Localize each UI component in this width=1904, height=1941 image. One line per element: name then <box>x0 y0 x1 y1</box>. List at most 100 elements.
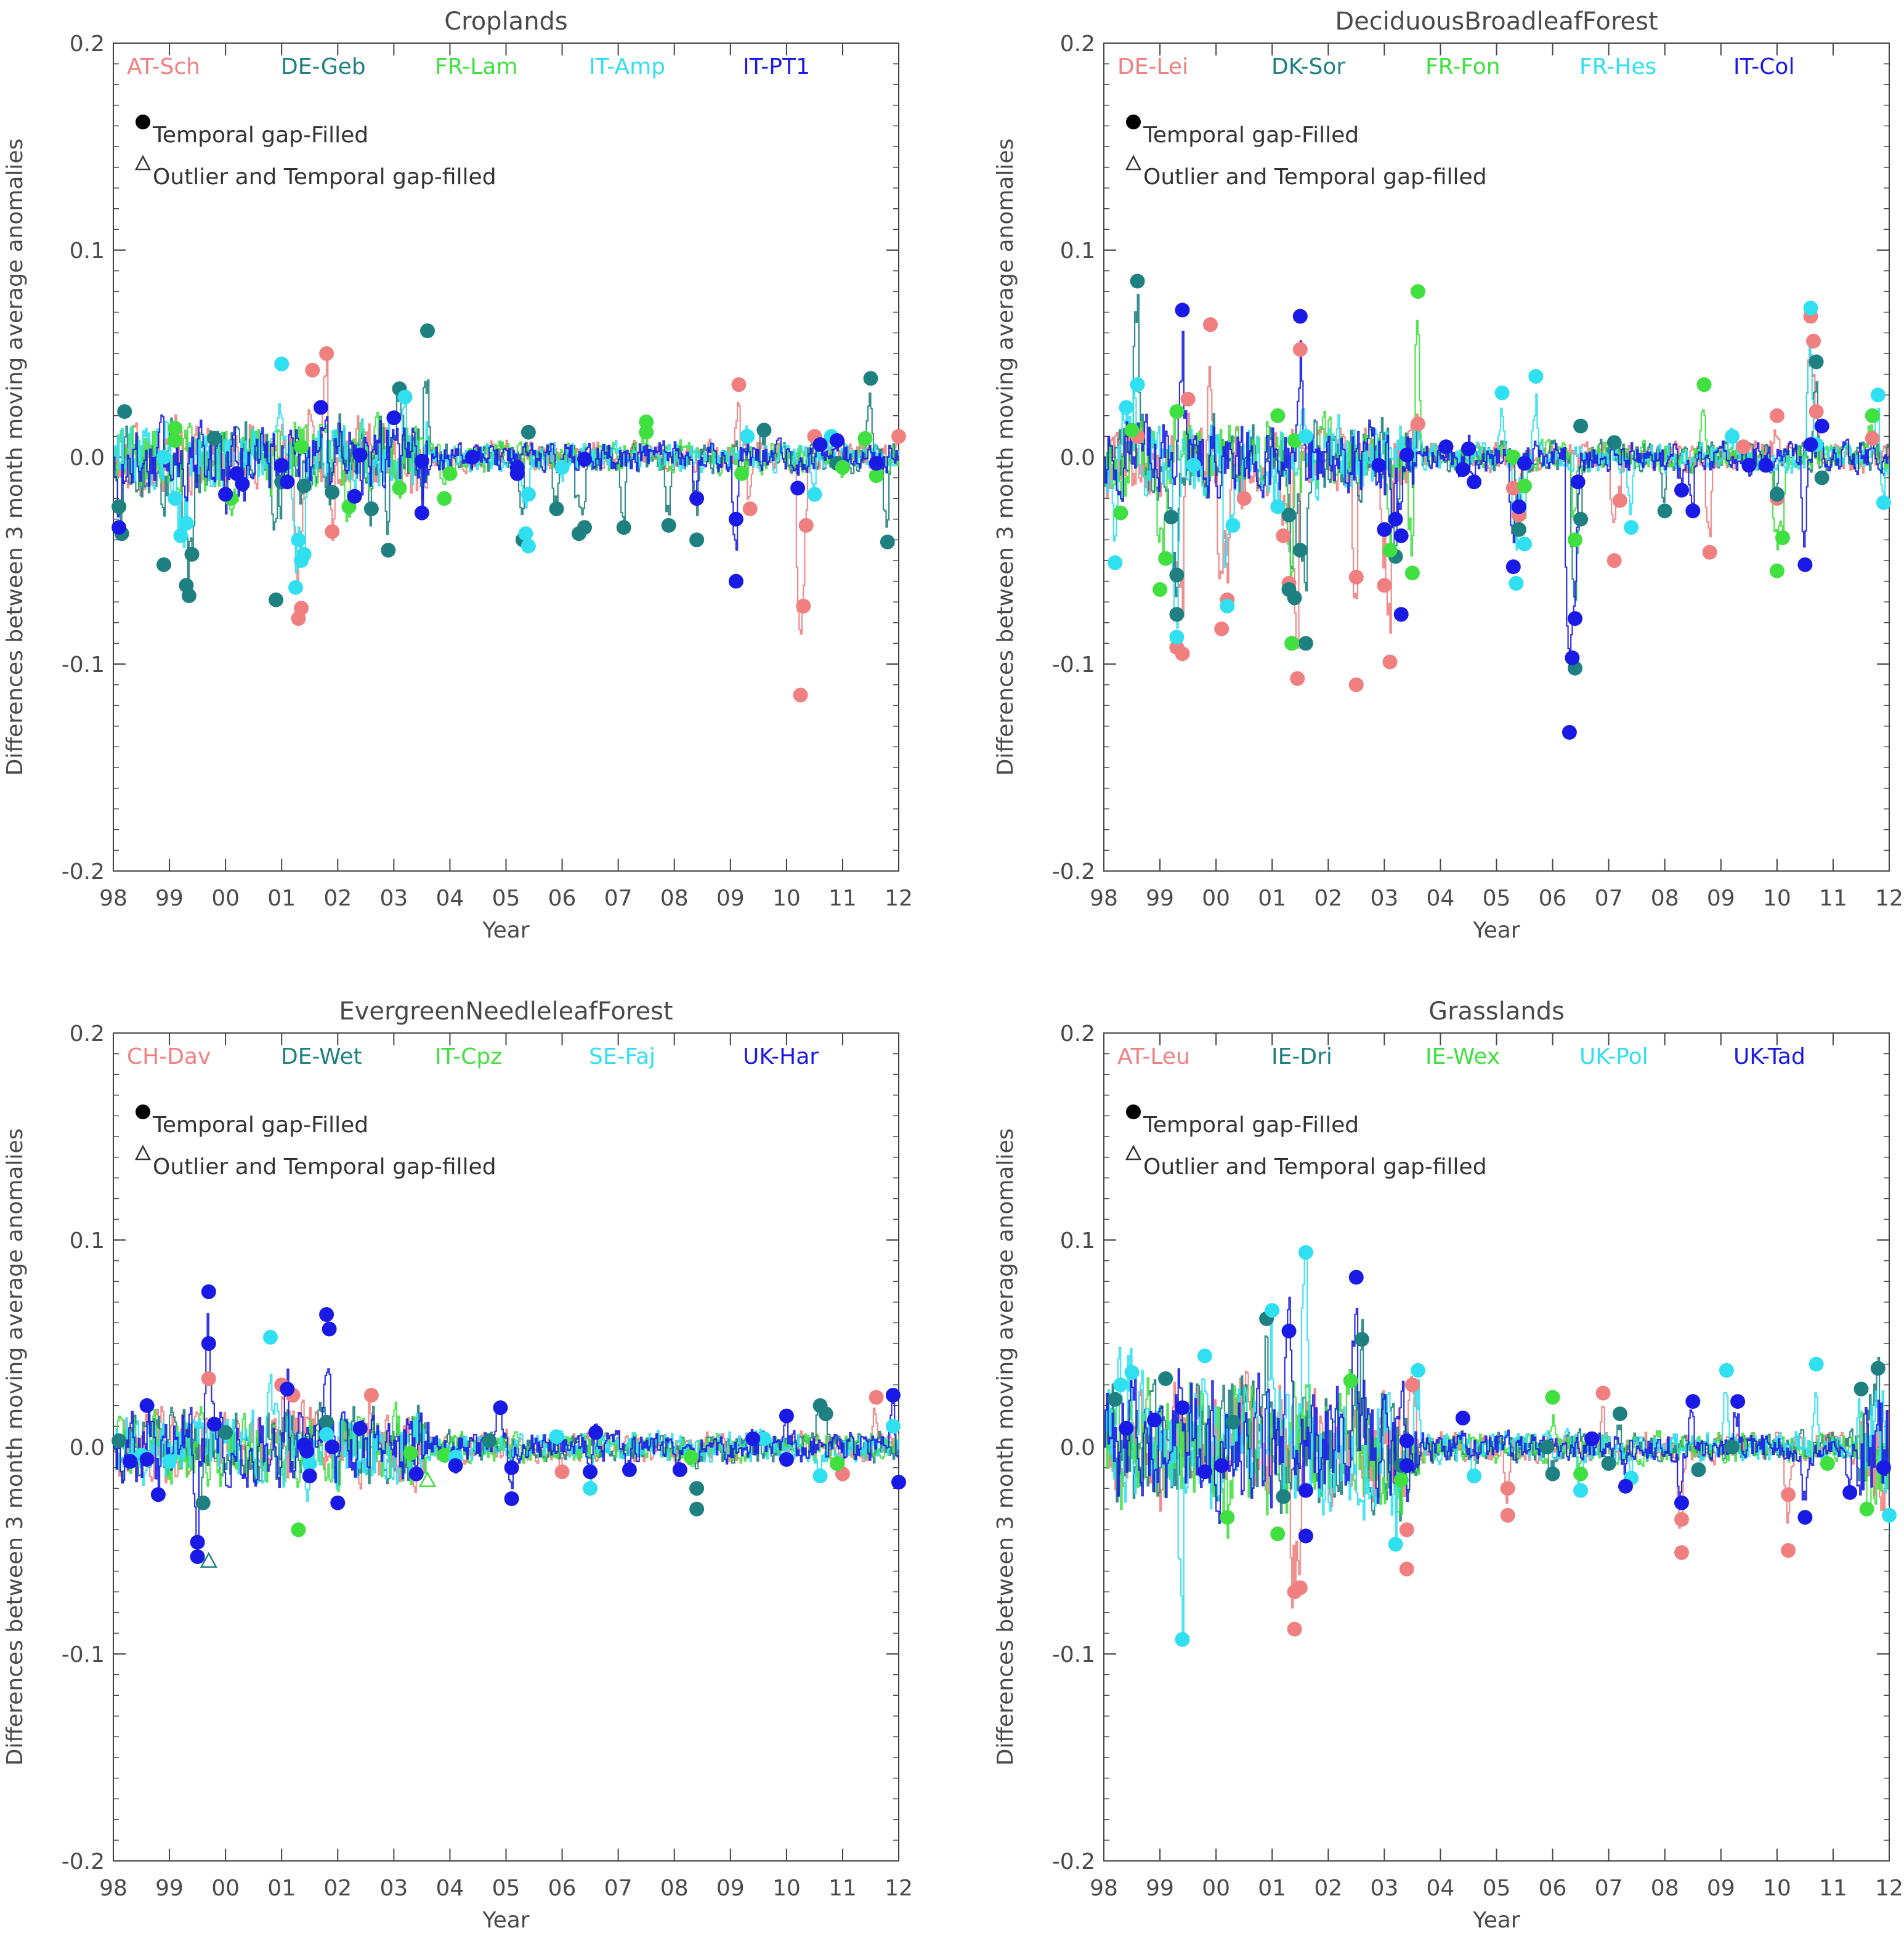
gap-filled-point-IT-PT1 <box>728 573 743 589</box>
gap-filled-point-AT-Leu <box>1404 1377 1420 1393</box>
x-tick-label: 04 <box>1427 886 1455 911</box>
gap-filled-point-IT-Amp <box>173 528 188 543</box>
x-tick-label: 05 <box>492 1876 521 1901</box>
gap-filled-point-AT-Sch <box>325 524 340 539</box>
gap-filled-point-IT-Cpz <box>437 1448 452 1463</box>
chart-panel-4: Grasslands -0.2 -0.1 0.0 0.1 0.2 98 99 00 01 02 03 0… <box>993 997 1903 1933</box>
x-tick-label: 10 <box>772 1876 801 1901</box>
gap-filled-point-UK-Har <box>201 1284 216 1299</box>
x-tick-label: 11 <box>828 1876 857 1901</box>
gap-filled-point-UK-Har <box>123 1454 138 1469</box>
gap-filled-point-DE-Geb <box>577 520 592 535</box>
gap-filled-point-IE-Dri <box>1225 1414 1241 1430</box>
x-tick-label: 07 <box>1595 886 1623 911</box>
gap-filled-point-CH-Dav <box>554 1464 570 1480</box>
gap-filled-point-DE-Lei <box>1348 677 1364 692</box>
series-line-IT-Col <box>1104 330 1889 668</box>
gap-filled-point-DE-Geb <box>363 501 379 516</box>
gap-filled-point-DE-Lei <box>1377 578 1392 593</box>
gap-filled-point-DK-Sor <box>1169 607 1185 622</box>
gap-filled-point-IE-Dri <box>1853 1381 1869 1396</box>
gap-filled-point-DE-Lei <box>1865 431 1880 446</box>
gap-filled-point-DK-Sor <box>1814 470 1829 485</box>
gap-filled-point-UK-Pol <box>1467 1469 1482 1483</box>
gap-filled-point-IT-PT1 <box>414 505 429 521</box>
gap-filled-point-AT-Leu <box>1292 1580 1308 1595</box>
x-tick-label: 02 <box>1314 886 1342 911</box>
gap-filled-point-DE-Lei <box>1290 671 1305 686</box>
gap-filled-point-UK-Pol <box>1411 1363 1425 1378</box>
gap-filled-point-UK-Pol <box>1388 1536 1403 1552</box>
x-tick-label: 10 <box>1763 886 1791 911</box>
x-tick-label: 05 <box>1483 886 1511 911</box>
gap-filled-point-UK-Har <box>330 1495 346 1510</box>
x-tick-label: 06 <box>548 886 577 911</box>
gap-filled-point-IT-PT1 <box>352 447 368 463</box>
legend-entry-FR-Hes: FR-Hes <box>1579 54 1656 79</box>
x-axis-label: Year <box>1472 1908 1520 1933</box>
gap-filled-point-UK-Har <box>201 1336 216 1351</box>
gap-filled-point-IT-Col <box>1565 650 1580 665</box>
gap-filled-point-AT-Sch <box>294 601 309 616</box>
gap-filled-point-UK-Har <box>139 1398 155 1413</box>
gap-filled-point-AT-Leu <box>1399 1522 1414 1538</box>
gap-filled-point-AT-Sch <box>793 687 808 703</box>
gap-filled-point-IT-PT1 <box>235 476 250 492</box>
legend-outlier-marker-icon <box>1125 1145 1142 1161</box>
gap-filled-point-IT-PT1 <box>577 452 592 467</box>
legend-entry-AT-Leu: AT-Leu <box>1117 1044 1190 1069</box>
y-tick-label: -0.1 <box>62 652 105 678</box>
outlier-point-DE-Wet <box>200 1552 217 1568</box>
gap-filled-point-DE-Lei <box>1809 404 1824 419</box>
gap-filled-point-IT-PT1 <box>464 450 480 464</box>
markers <box>1108 274 1891 740</box>
x-tick-label: 00 <box>211 886 240 911</box>
x-axis-label: Year <box>482 918 529 943</box>
gap-filled-point-SE-Faj <box>319 1427 334 1442</box>
gap-filled-point-UK-Har <box>891 1475 906 1490</box>
gap-filled-point-IT-Col <box>1562 724 1577 740</box>
gap-filled-point-FR-Hes <box>1517 537 1532 552</box>
gap-filled-point-UK-Har <box>448 1458 463 1473</box>
x-tick-label: 02 <box>323 1876 352 1901</box>
gap-filled-point-FR-Fon <box>1411 284 1425 299</box>
gap-filled-point-DE-Geb <box>420 323 435 338</box>
x-tick-label: 11 <box>1819 1876 1847 1901</box>
gap-filled-point-DK-Sor <box>1169 567 1185 583</box>
gap-filled-point-UK-Tad <box>1685 1394 1701 1409</box>
gap-filled-point-IT-Amp <box>291 532 306 548</box>
traces <box>1104 294 1889 668</box>
gap-filled-point-UK-Tad <box>1399 1433 1414 1448</box>
gap-filled-point-IE-Dri <box>1539 1440 1555 1454</box>
legend-outlier-label: Outlier and Temporal gap-filled <box>1143 164 1487 190</box>
gap-filled-point-AT-Leu <box>1500 1507 1515 1523</box>
gap-filled-point-IE-Dri <box>1108 1392 1123 1407</box>
y-tick-label: 0.2 <box>70 1021 105 1047</box>
gap-filled-point-IE-Wex <box>1573 1466 1589 1481</box>
x-tick-label: 07 <box>1595 1876 1623 1901</box>
gap-filled-point-IT-Cpz <box>291 1522 306 1538</box>
y-tick-label: -0.2 <box>1052 859 1095 885</box>
legend-outlier-marker-icon <box>134 155 152 171</box>
gap-filled-point-IT-PT1 <box>274 458 290 473</box>
gap-filled-point-UK-Tad <box>1281 1323 1297 1339</box>
x-tick-label: 06 <box>1539 1876 1567 1901</box>
gap-filled-point-AT-Sch <box>891 429 906 444</box>
x-tick-label: 12 <box>885 1876 913 1901</box>
gap-filled-point-FR-Hes <box>1186 458 1201 473</box>
gap-filled-point-DE-Wet <box>111 1433 127 1448</box>
gap-filled-point-DE-Wet <box>818 1406 833 1422</box>
gap-filled-point-UK-Pol <box>1113 1377 1128 1393</box>
gap-filled-point-FR-Fon <box>1153 582 1168 597</box>
series-line-DE-Geb <box>113 379 899 579</box>
gap-filled-point-DK-Sor <box>1606 435 1622 450</box>
gap-filled-point-IT-Amp <box>179 516 194 531</box>
gap-filled-point-DE-Lei <box>1175 646 1190 662</box>
x-tick-label: 99 <box>155 886 184 911</box>
gap-filled-point-IT-PT1 <box>812 437 828 452</box>
gap-filled-point-IE-Dri <box>1601 1456 1616 1471</box>
gap-filled-point-FR-Hes <box>1119 400 1134 415</box>
x-tick-label: 12 <box>1875 886 1903 911</box>
x-tick-label: 99 <box>1146 886 1174 911</box>
chart-title: DeciduousBroadleafForest <box>1335 7 1658 36</box>
